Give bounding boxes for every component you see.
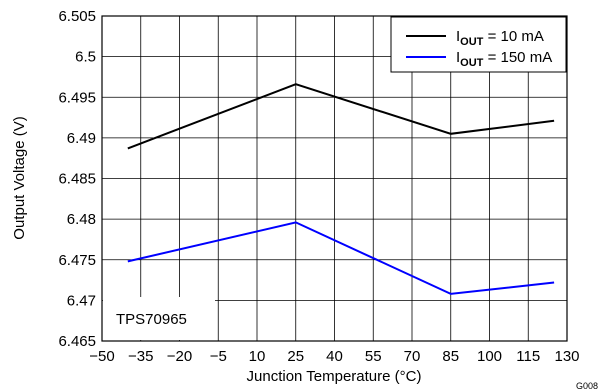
device-annotation-box xyxy=(103,297,215,340)
y-tick-labels: 6.465 6.47 6.475 6.48 6.485 6.49 6.495 6.5 6.505 xyxy=(58,8,96,350)
legend-label-10ma-main: I xyxy=(456,28,460,45)
y-tick-label: 6.495 xyxy=(58,89,96,106)
legend-label-150ma-rest: = 150 mA xyxy=(483,49,552,66)
x-tick-label: 55 xyxy=(365,348,382,365)
legend-box xyxy=(390,16,567,73)
x-tick-label: −20 xyxy=(167,348,192,365)
x-tick-label: 10 xyxy=(249,348,266,365)
y-tick-label: 6.475 xyxy=(58,252,96,269)
x-tick-label: −35 xyxy=(128,348,153,365)
y-tick-label: 6.47 xyxy=(67,292,96,309)
x-tick-label: 25 xyxy=(287,348,304,365)
device-annotation: TPS70965 xyxy=(103,297,215,340)
legend-label-150ma-sub: OUT xyxy=(460,57,484,69)
y-tick-label: 6.49 xyxy=(67,130,96,147)
plot-frame xyxy=(101,15,568,342)
x-tick-label: 85 xyxy=(442,348,459,365)
x-tick-label: 115 xyxy=(516,348,540,365)
legend-label-150ma: IOUT = 150 mA xyxy=(456,49,552,69)
series-line-1 xyxy=(127,221,555,295)
y-tick-label: 6.5 xyxy=(75,49,96,66)
figure-code: G008 xyxy=(576,381,598,391)
legend-label-150ma-main: I xyxy=(456,49,460,66)
legend-label-10ma: IOUT = 10 mA xyxy=(456,28,544,48)
legend-label-10ma-sub: OUT xyxy=(460,36,484,48)
device-annotation-label: TPS70965 xyxy=(116,311,187,328)
legend-label-10ma-rest: = 10 mA xyxy=(483,28,543,45)
x-axis-title: Junction Temperature (°C) xyxy=(247,368,422,385)
y-tick-label: 6.485 xyxy=(58,171,96,188)
y-axis-title: Output Voltage (V) xyxy=(11,116,28,239)
y-tick-label: 6.465 xyxy=(58,333,96,350)
series-lines xyxy=(127,83,555,295)
x-tick-label: 40 xyxy=(326,348,343,365)
series-line-0 xyxy=(127,83,555,150)
x-tick-label: 130 xyxy=(554,348,579,365)
x-tick-label: −5 xyxy=(210,348,227,365)
x-tick-label: −50 xyxy=(89,348,114,365)
y-tick-label: 6.505 xyxy=(58,8,96,25)
legend: IOUT = 10 mA IOUT = 150 mA xyxy=(390,16,567,73)
y-tick-label: 6.48 xyxy=(67,211,96,228)
grid-lines xyxy=(102,16,567,341)
x-tick-label: 100 xyxy=(477,348,502,365)
x-tick-labels: −50 −35 −20 −5 10 25 40 55 70 85 100 115 130 xyxy=(89,348,579,365)
x-tick-label: 70 xyxy=(404,348,421,365)
